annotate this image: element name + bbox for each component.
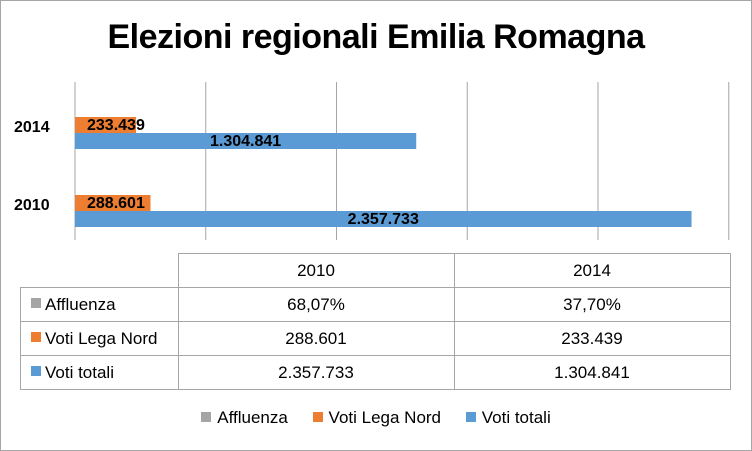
legend-item: Voti totali — [465, 408, 551, 428]
legend-item: Affluenza — [201, 408, 288, 428]
table-row: Voti Lega Nord 288.601 233.439 — [20, 321, 731, 356]
swatch-voti-totali — [31, 366, 41, 377]
data-label: 288.601 — [87, 195, 145, 212]
legend-label: Voti totali — [481, 408, 551, 427]
table-cell: 233.439 — [453, 321, 731, 356]
data-label: 1.304.841 — [210, 133, 281, 150]
table-cell: 37,70% — [453, 287, 731, 322]
table-row: Voti totali 2.357.733 1.304.841 — [20, 355, 731, 390]
bar — [75, 211, 692, 227]
data-label: 2.357.733 — [348, 211, 419, 228]
bar — [75, 117, 137, 133]
table-col-header: 2010 — [177, 253, 455, 288]
legend-label: Voti Lega Nord — [328, 408, 442, 427]
legend-label: Affluenza — [217, 408, 288, 427]
table-cell: 2.357.733 — [177, 355, 455, 390]
table-col-header: 2014 — [453, 253, 731, 288]
legend-swatch-affluenza — [201, 411, 212, 422]
row-label-text: Affluenza — [45, 294, 116, 314]
category-label: 2014 — [14, 119, 50, 136]
legend-swatch-voti-totali — [465, 411, 476, 422]
legend-item: Voti Lega Nord — [312, 408, 442, 428]
table-row-label: Affluenza — [20, 287, 179, 322]
bar — [75, 133, 417, 149]
table-corner — [20, 253, 179, 288]
table-row-label: Voti totali — [20, 355, 179, 390]
table-cell: 1.304.841 — [453, 355, 731, 390]
category-label: 2010 — [14, 197, 50, 214]
chart-title: Elezioni regionali Emilia Romagna — [107, 18, 645, 56]
data-table: 2010 2014 Affluenza 68,07% 37,70% Voti L… — [20, 253, 731, 390]
legend-swatch-lega-nord — [312, 411, 323, 422]
data-label: 233.439 — [87, 117, 145, 134]
legend: Affluenza Voti Lega Nord Voti totali — [0, 408, 752, 428]
bar — [75, 195, 151, 211]
table-row: Affluenza 68,07% 37,70% — [20, 287, 731, 322]
swatch-affluenza — [31, 298, 41, 309]
table-cell: 68,07% — [177, 287, 455, 322]
table-row-label: Voti Lega Nord — [20, 321, 179, 356]
plot-area: 233.439 1.304.841 288.601 2.357.733 2014 201… — [14, 82, 730, 240]
table-cell: 288.601 — [177, 321, 455, 356]
swatch-lega-nord — [31, 332, 41, 343]
row-label-text: Voti Lega Nord — [45, 328, 158, 348]
row-label-text: Voti totali — [45, 362, 114, 382]
